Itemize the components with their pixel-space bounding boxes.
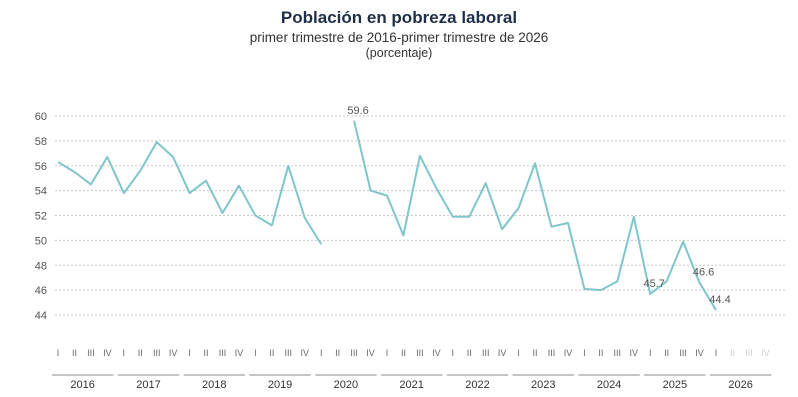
year-label: 2022 [465, 379, 489, 391]
quarter-tick-label: II [204, 348, 209, 358]
quarter-tick-label: III [548, 348, 556, 358]
y-tick-label: 48 [35, 260, 47, 272]
quarter-tick-label: II [335, 348, 340, 358]
quarter-tick-label: IV [169, 348, 178, 358]
quarter-tick-label: II [730, 348, 735, 358]
y-tick-label: 50 [35, 235, 47, 247]
year-label: 2019 [268, 379, 292, 391]
quarter-tick-label: IV [564, 348, 573, 358]
quarter-tick-label: I [715, 348, 718, 358]
quarter-tick-label: I [123, 348, 126, 358]
quarter-tick-label: I [452, 348, 455, 358]
y-tick-label: 52 [35, 211, 47, 223]
quarter-tick-label: III [285, 348, 293, 358]
data-label: 46.6 [693, 267, 714, 279]
quarter-tick-label: III [87, 348, 95, 358]
year-label: 2018 [202, 379, 226, 391]
quarter-tick-label: IV [300, 348, 309, 358]
chart-title: Población en pobreza laboral [280, 8, 518, 27]
quarter-tick-label: IV [629, 348, 638, 358]
chart-unit: (porcentaje) [365, 46, 433, 60]
quarter-tick-label: IV [235, 348, 244, 358]
data-label: 44.4 [709, 294, 730, 306]
quarter-tick-label: IV [366, 348, 375, 358]
y-tick-label: 54 [35, 186, 47, 198]
quarter-tick-label: II [269, 348, 274, 358]
quarter-tick-label: III [614, 348, 622, 358]
quarter-tick-label: I [320, 348, 323, 358]
quarter-tick-label: IV [432, 348, 441, 358]
quarter-tick-label: III [745, 348, 753, 358]
quarter-tick-label: III [482, 348, 490, 358]
year-label: 2021 [399, 379, 423, 391]
quarter-tick-label: III [416, 348, 424, 358]
y-tick-label: 44 [35, 310, 47, 322]
quarter-tick-label: I [188, 348, 191, 358]
year-label: 2016 [70, 379, 94, 391]
series-line [57, 141, 323, 245]
quarter-tick-label: II [72, 348, 77, 358]
y-tick-label: 60 [35, 111, 47, 123]
quarter-tick-label: IV [761, 348, 770, 358]
year-label: 2024 [597, 379, 621, 391]
quarter-tick-label: II [401, 348, 406, 358]
quarter-tick-label: I [386, 348, 389, 358]
quarter-tick-label: II [533, 348, 538, 358]
quarter-tick-label: I [254, 348, 257, 358]
year-label: 2020 [334, 379, 358, 391]
quarter-tick-label: I [517, 348, 520, 358]
quarter-tick-label: I [649, 348, 652, 358]
year-label: 2023 [531, 379, 555, 391]
year-label: 2025 [663, 379, 687, 391]
year-label: 2026 [728, 379, 752, 391]
y-tick-label: 56 [35, 161, 47, 173]
quarter-tick-label: III [153, 348, 161, 358]
y-tick-label: 46 [35, 285, 47, 297]
quarter-tick-label: I [57, 348, 60, 358]
quarter-tick-label: III [219, 348, 227, 358]
year-label: 2017 [136, 379, 160, 391]
quarter-tick-label: IV [498, 348, 507, 358]
quarter-tick-label: III [679, 348, 687, 358]
data-label: 45.7 [643, 278, 664, 290]
quarter-tick-label: III [350, 348, 358, 358]
quarter-tick-label: IV [695, 348, 704, 358]
chart-subtitle: primer trimestre de 2016-primer trimestr… [249, 30, 549, 45]
quarter-tick-label: II [467, 348, 472, 358]
data-label: 59.6 [347, 105, 368, 117]
quarter-tick-label: I [583, 348, 586, 358]
quarter-tick-label: IV [103, 348, 112, 358]
quarter-tick-label: II [138, 348, 143, 358]
quarter-tick-label: II [598, 348, 603, 358]
quarter-tick-label: II [664, 348, 669, 358]
series-line [353, 120, 717, 311]
y-tick-label: 58 [35, 136, 47, 148]
